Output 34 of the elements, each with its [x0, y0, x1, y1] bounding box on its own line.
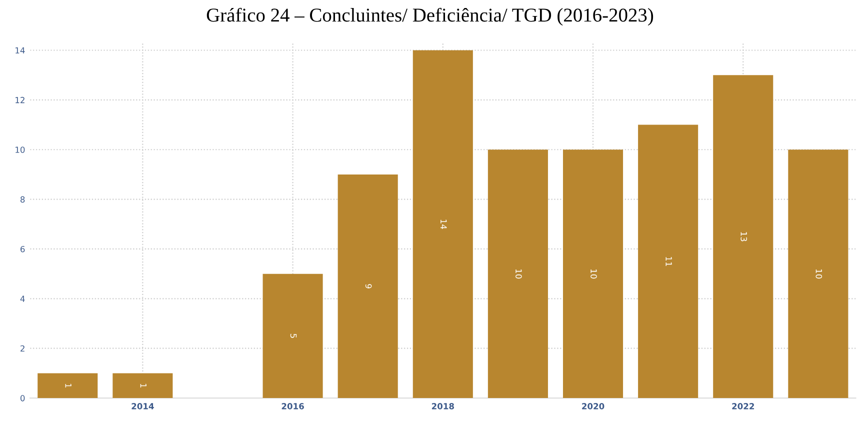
data-label: 1	[140, 384, 146, 388]
bar	[338, 174, 398, 398]
bar	[713, 75, 774, 398]
data-label: 1	[65, 384, 72, 388]
y-tick-label: 8	[20, 196, 25, 203]
data-label: 10	[590, 269, 597, 279]
y-tick-label: 6	[20, 246, 25, 252]
y-tick-label: 10	[16, 146, 25, 153]
y-tick-label: 12	[16, 96, 24, 104]
bar	[112, 373, 173, 398]
chart-title: Gráfico 24 – Concluintes/ Deficiência/ TGD (2016-2023)	[206, 8, 654, 26]
data-label: 14	[440, 220, 447, 229]
y-tick-label: 0	[20, 395, 25, 402]
data-label: 10	[516, 269, 522, 279]
x-tick-label: 2020	[582, 403, 604, 410]
bar	[638, 124, 698, 398]
data-label: 13	[740, 232, 748, 242]
y-tick-label: 2	[20, 345, 24, 352]
data-label: 11	[666, 257, 672, 266]
bar	[262, 274, 323, 398]
bar	[412, 50, 473, 398]
x-tick-label: 2018	[432, 403, 454, 410]
x-tick-label: 2016	[282, 403, 304, 410]
bar	[38, 373, 98, 398]
data-label: 10	[816, 269, 822, 279]
bar	[788, 150, 848, 398]
bar	[488, 150, 548, 398]
data-label: 9	[365, 284, 372, 288]
x-tick-label: 2022	[732, 403, 754, 410]
bar	[562, 150, 624, 398]
y-tick-label: 14	[16, 47, 25, 54]
y-tick-label: 4	[20, 296, 25, 302]
x-tick-label: 2014	[132, 403, 154, 410]
data-label: 5	[290, 334, 297, 338]
